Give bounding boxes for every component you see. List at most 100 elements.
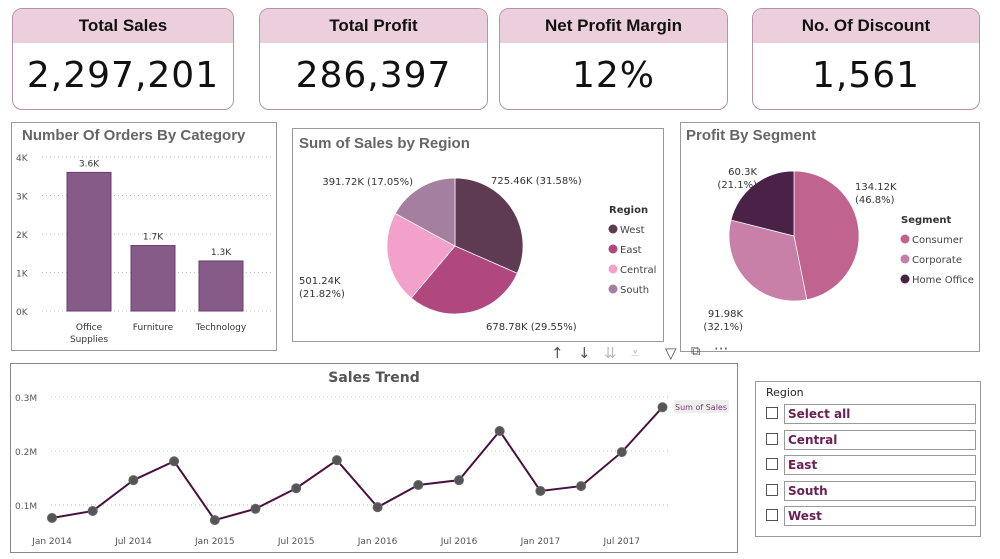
checkbox[interactable] <box>766 509 778 521</box>
slicer-item-west[interactable]: West <box>766 506 976 526</box>
kpi-value: 12% <box>571 55 655 96</box>
kpi-card: Net Profit Margin 12% <box>499 8 728 110</box>
checkbox[interactable] <box>766 432 778 445</box>
data-point <box>494 426 505 437</box>
slicer-item-select-all[interactable]: Select all <box>766 404 976 424</box>
data-point <box>331 455 342 466</box>
bar-technology <box>198 260 244 312</box>
y-tick-label: 4K <box>16 154 29 164</box>
x-tick-label: Office <box>76 323 103 333</box>
legend-item-east: East <box>620 245 642 256</box>
data-point <box>169 456 180 467</box>
data-label: 60.3K <box>728 167 757 178</box>
x-tick-label: Jan 2015 <box>194 537 235 547</box>
pie-slice-west <box>454 177 524 274</box>
legend-item-home-office: Home Office <box>912 275 974 286</box>
data-point <box>291 483 302 494</box>
more-options-icon[interactable]: ··· <box>714 340 729 358</box>
series-label-bg <box>674 400 729 413</box>
data-point <box>454 475 464 486</box>
legend-marker <box>900 254 910 264</box>
kpi-label: Total Sales <box>13 9 233 43</box>
kpi-label: No. Of Discount <box>753 9 979 43</box>
legend-item-west: West <box>620 225 645 236</box>
checkbox[interactable] <box>766 483 778 496</box>
y-tick-label: 0.1M <box>15 502 37 512</box>
sort-ascending-icon[interactable]: ↑ <box>551 344 564 362</box>
sales-line <box>51 406 664 522</box>
slicer-item-east[interactable]: East <box>766 455 976 475</box>
focus-mode-icon[interactable]: ⧉ <box>691 344 701 359</box>
filter-icon[interactable]: ▽ <box>665 344 677 362</box>
data-point <box>47 512 57 523</box>
kpi-card: Total Sales 2,297,201 <box>12 8 234 110</box>
data-point <box>372 502 383 513</box>
data-label: 1.3K <box>211 248 232 258</box>
kpi-label: Total Profit <box>260 9 487 43</box>
data-label: 501.24K <box>299 276 341 287</box>
data-point <box>535 485 546 496</box>
x-tick-label: Jul 2017 <box>602 537 640 547</box>
legend-title: Segment <box>901 215 951 226</box>
y-tick-label: 2K <box>16 231 29 241</box>
data-point <box>616 447 627 458</box>
kpi-value: 286,397 <box>295 55 452 96</box>
pie-slice-corporate <box>728 219 808 302</box>
kpi-card: Total Profit 286,397 <box>259 8 488 110</box>
checkbox[interactable] <box>766 458 778 470</box>
checkbox[interactable] <box>766 407 778 419</box>
slicer-item-south[interactable]: South <box>766 480 976 501</box>
x-tick-label: Jul 2015 <box>277 537 315 547</box>
legend-marker <box>608 284 618 294</box>
series-label: Sum of Sales <box>675 403 727 412</box>
data-point <box>87 505 98 516</box>
kpi-value: 2,297,201 <box>26 55 220 96</box>
legend-item-central: Central <box>620 265 656 276</box>
chart-title: Sales Trend <box>328 370 419 386</box>
expand-all-icon[interactable]: ⇊ <box>604 344 617 362</box>
kpi-value: 1,561 <box>811 55 921 96</box>
x-tick-label: Furniture <box>133 323 174 333</box>
y-tick-label: 3K <box>16 193 29 203</box>
x-tick-label: Technology <box>195 323 247 333</box>
legend-item-consumer: Consumer <box>912 235 964 246</box>
data-label: (21.1%) <box>717 180 757 191</box>
legend-marker <box>608 244 618 254</box>
y-tick-label: 0.3M <box>15 394 37 404</box>
slicer-item-label: West <box>784 506 976 526</box>
data-label: 678.78K (29.55%) <box>486 322 577 333</box>
data-label: (21.82%) <box>299 289 345 300</box>
pie-slice-east <box>410 245 518 315</box>
data-point <box>250 503 261 514</box>
y-tick-label: 1K <box>16 270 29 280</box>
data-label: (32.1%) <box>703 322 743 333</box>
legend-marker <box>900 234 910 244</box>
orders-by-category-panel: Number Of Orders By Category 0K 1K 2K 3K 4K 3… <box>11 122 277 351</box>
slicer-item-label: South <box>784 480 976 501</box>
sales-by-region-panel: Sum of Sales by Region 725.46K (31.58%) W… <box>292 128 664 342</box>
x-tick-label: Jul 2016 <box>440 537 478 547</box>
kpi-card: No. Of Discount 1,561 <box>752 8 980 110</box>
legend-item-corporate: Corporate <box>912 255 962 266</box>
data-label: 391.72K (17.05%) <box>322 177 413 188</box>
bar-furniture <box>130 245 176 312</box>
data-label: 725.46K (31.58%) <box>491 176 582 187</box>
pie-slice-south <box>394 177 456 247</box>
sort-descending-icon[interactable]: ↓ <box>578 344 591 362</box>
slicer-item-label: Select all <box>784 404 976 424</box>
pie-slice-central <box>386 212 456 299</box>
data-point <box>576 481 587 492</box>
legend-title: Region <box>609 205 648 216</box>
drill-down-icon[interactable]: ⩡ <box>631 344 640 362</box>
data-label: 134.12K <box>855 182 897 193</box>
profit-by-segment-panel: Profit By Segment 134.12K (46.8%) Consumer… <box>680 122 980 352</box>
slicer-title: Region <box>766 386 804 399</box>
region-chart-title: Sum of Sales by Region <box>299 135 470 152</box>
data-label: (46.8%) <box>855 195 895 206</box>
x-tick-label: Jan 2017 <box>520 537 561 547</box>
bar-office-supplies <box>66 171 112 312</box>
data-point <box>209 515 220 526</box>
sales-trend-panel: Sales Trend 0.1M 0.2M 0.3M Jan 2014 Jul 2014 J… <box>10 363 738 553</box>
slicer-item-central[interactable]: Central <box>766 429 976 450</box>
x-tick-label: Jan 2016 <box>357 537 398 547</box>
